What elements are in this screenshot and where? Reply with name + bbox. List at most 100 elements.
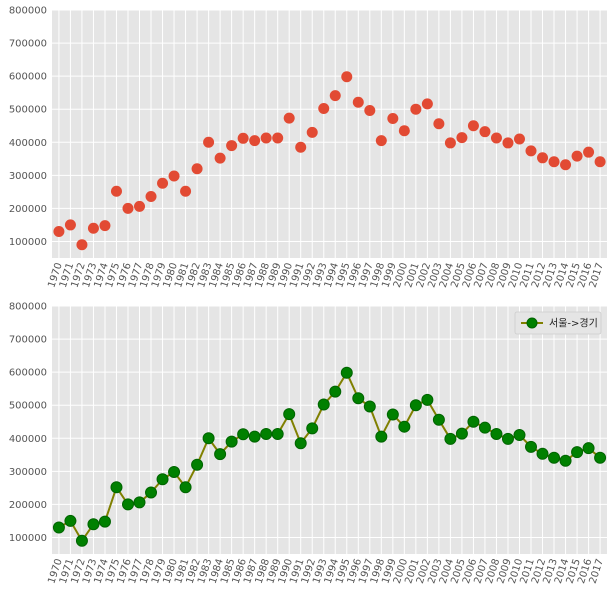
data-point xyxy=(214,152,226,164)
data-point xyxy=(168,170,180,182)
data-point xyxy=(513,428,526,441)
data-point xyxy=(537,152,549,164)
data-point xyxy=(398,420,411,433)
data-point xyxy=(375,135,387,147)
data-point xyxy=(260,132,272,144)
data-point xyxy=(352,392,365,405)
data-point xyxy=(248,430,261,443)
plot-background xyxy=(52,10,607,258)
data-point xyxy=(134,200,146,212)
data-point xyxy=(479,126,491,138)
data-point xyxy=(191,163,203,175)
data-point xyxy=(525,440,538,453)
y-tick-label: 800000 xyxy=(9,302,47,313)
data-point xyxy=(421,98,433,110)
y-tick-label: 100000 xyxy=(9,237,47,248)
line-chart-panel: 100000 200000 300000 400000 500000 600000 7000… xyxy=(9,302,607,585)
y-tick-label: 300000 xyxy=(9,171,47,182)
data-point xyxy=(560,159,572,171)
data-point xyxy=(180,185,192,197)
data-point xyxy=(502,137,514,149)
y-tick-label: 100000 xyxy=(9,533,47,544)
y-tick-label: 700000 xyxy=(9,335,47,346)
data-point xyxy=(64,514,77,527)
y-tick-label: 500000 xyxy=(9,401,47,412)
data-point xyxy=(340,366,353,379)
data-point xyxy=(249,135,261,147)
y-tick-label: 500000 xyxy=(9,105,47,116)
y-tick-label: 400000 xyxy=(9,138,47,149)
data-point xyxy=(559,454,572,467)
data-point xyxy=(157,177,169,189)
data-point xyxy=(214,448,227,461)
data-point xyxy=(110,481,123,494)
data-point xyxy=(75,534,88,547)
data-point xyxy=(409,399,422,412)
data-point xyxy=(317,398,330,411)
data-point xyxy=(225,435,238,448)
data-point xyxy=(53,226,65,238)
data-point xyxy=(122,202,134,214)
data-point xyxy=(76,239,88,251)
data-point xyxy=(110,185,122,197)
data-point xyxy=(513,133,525,145)
data-point xyxy=(444,432,457,445)
data-point xyxy=(571,150,583,162)
data-point xyxy=(202,432,215,445)
data-point xyxy=(237,428,250,441)
plot-background xyxy=(52,306,607,554)
data-point xyxy=(594,156,606,168)
data-point xyxy=(133,496,146,509)
data-point xyxy=(432,413,445,426)
data-point xyxy=(87,222,99,234)
data-point xyxy=(87,518,100,531)
data-point xyxy=(260,427,273,440)
data-point xyxy=(145,190,157,202)
data-point xyxy=(548,156,560,168)
y-tick-label: 200000 xyxy=(9,500,47,511)
data-point xyxy=(456,132,468,144)
data-point xyxy=(179,481,192,494)
data-point xyxy=(363,400,376,413)
data-point xyxy=(203,136,215,148)
data-point xyxy=(145,486,158,499)
y-tick-label: 400000 xyxy=(9,434,47,445)
data-point xyxy=(444,137,456,149)
y-tick-label: 800000 xyxy=(9,6,47,17)
data-point xyxy=(237,132,249,144)
data-point xyxy=(433,118,445,130)
data-point xyxy=(525,145,537,157)
data-point xyxy=(582,442,595,455)
data-point xyxy=(295,141,307,153)
data-point xyxy=(329,385,342,398)
data-point xyxy=(98,515,111,528)
data-point xyxy=(571,446,584,459)
data-point xyxy=(455,427,468,440)
data-point xyxy=(352,96,364,108)
data-point xyxy=(364,105,376,117)
data-point xyxy=(294,437,307,450)
legend: 서울->경기 xyxy=(514,311,602,335)
data-point xyxy=(271,427,284,440)
data-point xyxy=(156,473,169,486)
data-point xyxy=(168,465,181,478)
data-point xyxy=(548,451,561,464)
data-point xyxy=(410,103,422,115)
scatter-chart-panel: 100000 200000 300000 400000 500000 600000 7000… xyxy=(9,6,607,289)
data-point xyxy=(386,408,399,421)
data-point xyxy=(583,146,595,158)
y-tick-label: 600000 xyxy=(9,72,47,83)
data-point xyxy=(272,132,284,144)
data-point xyxy=(375,430,388,443)
y-tick-label: 200000 xyxy=(9,204,47,215)
data-point xyxy=(341,71,353,83)
data-point xyxy=(283,112,295,124)
data-point xyxy=(306,126,318,138)
legend-label: 서울->경기 xyxy=(549,317,598,330)
data-point xyxy=(594,451,607,464)
y-tick-label: 300000 xyxy=(9,467,47,478)
legend-box xyxy=(514,311,602,335)
data-point xyxy=(490,132,502,144)
y-tick-label: 700000 xyxy=(9,39,47,50)
